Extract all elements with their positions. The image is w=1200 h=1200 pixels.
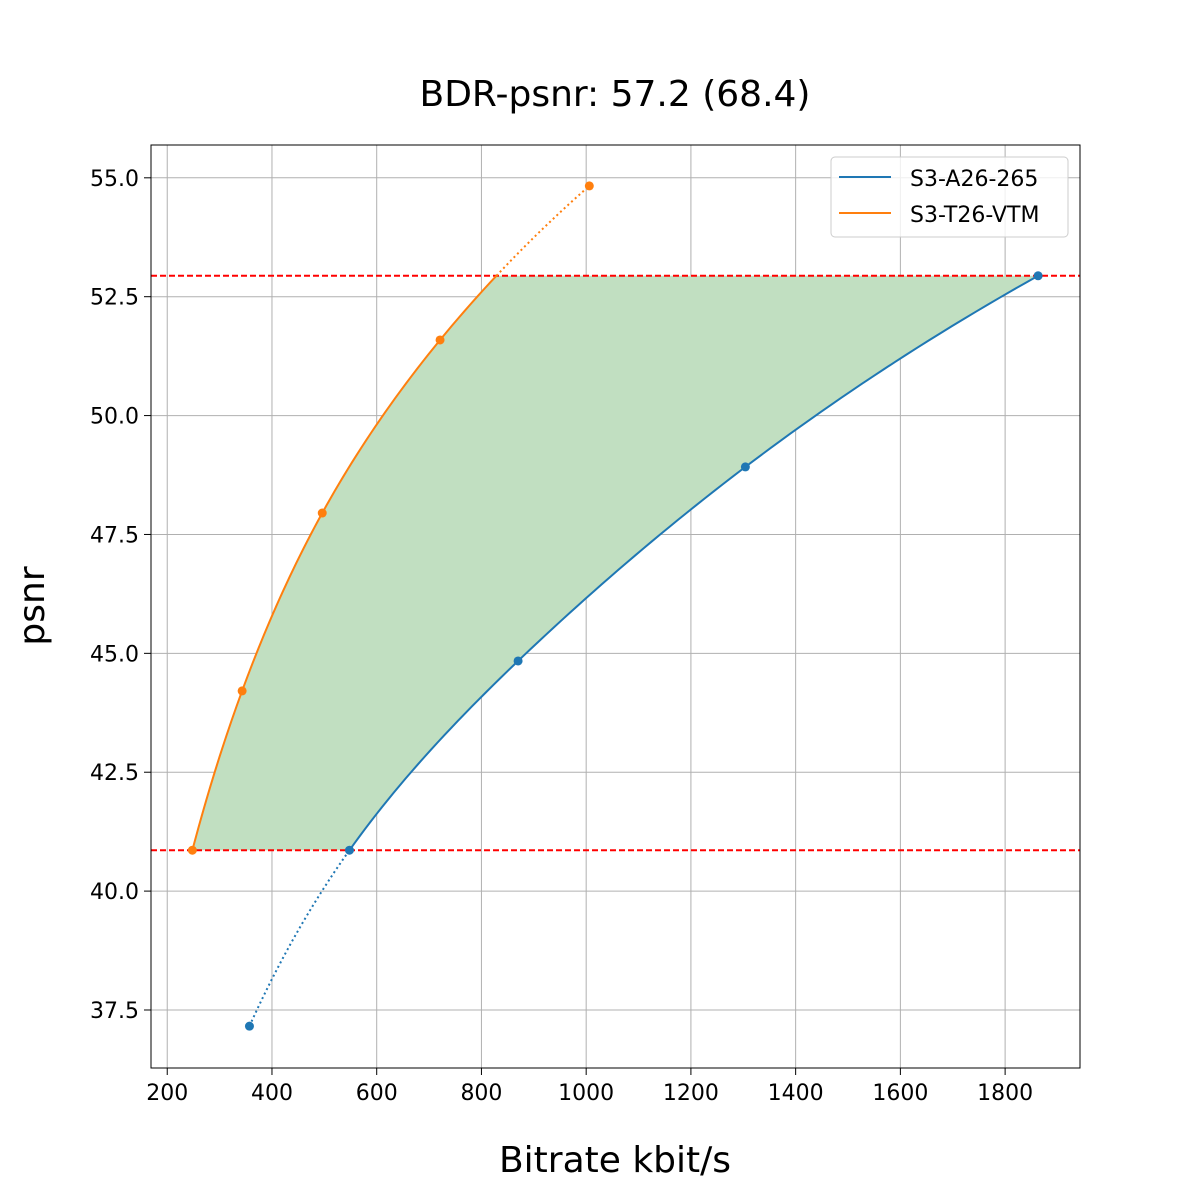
y-tick-label: 37.5	[90, 999, 139, 1024]
y-tick-label: 45.0	[90, 642, 139, 667]
y-tick-label: 40.0	[90, 880, 139, 905]
legend-label-0: S3-A26-265	[910, 167, 1038, 192]
y-tick-label: 55.0	[90, 167, 139, 192]
data-point	[317, 508, 327, 518]
x-tick-label: 1400	[768, 1081, 824, 1106]
fill-area	[192, 275, 1039, 851]
y-axis-label: psnr	[12, 566, 53, 645]
data-point	[244, 1021, 254, 1031]
plot-frame	[150, 144, 1081, 1069]
fill-between-area	[192, 275, 1039, 851]
legend-label-1: S3-T26-VTM	[910, 203, 1039, 228]
chart-title: BDR-psnr: 57.2 (68.4)	[420, 74, 811, 115]
x-tick-label: 1000	[558, 1081, 614, 1106]
y-tick-label: 47.5	[90, 523, 139, 548]
y-tick-label: 42.5	[90, 761, 139, 786]
data-point	[740, 462, 750, 472]
legend: S3-A26-265 S3-T26-VTM	[830, 156, 1069, 238]
x-tick-label: 1200	[663, 1081, 719, 1106]
x-tick-label: 200	[146, 1081, 188, 1106]
reference-lines	[151, 274, 1080, 852]
x-axis-label: Bitrate kbit/s	[499, 1140, 731, 1181]
y-tick-label: 52.5	[90, 286, 139, 311]
x-tick-label: 600	[356, 1081, 398, 1106]
x-tick-label: 1800	[977, 1081, 1033, 1106]
series-extrapolated-line	[248, 849, 351, 1027]
data-point	[584, 181, 594, 191]
series-line	[191, 275, 498, 851]
series-line	[348, 274, 1039, 851]
data-point	[435, 335, 445, 345]
data-point	[513, 656, 523, 666]
data-point	[1033, 271, 1043, 281]
x-tick-label: 800	[460, 1081, 502, 1106]
data-point	[344, 845, 354, 855]
data-point	[187, 845, 197, 855]
x-tick-label: 400	[251, 1081, 293, 1106]
data-point	[237, 686, 247, 696]
ticks: 200 400 600 800 1000 1200 1400 1600 1800 37.5 40.0…	[90, 167, 1033, 1106]
x-tick-label: 1600	[872, 1081, 928, 1106]
curves	[187, 181, 1043, 1031]
y-tick-label: 50.0	[90, 405, 139, 430]
series-extrapolated-line	[495, 185, 590, 277]
